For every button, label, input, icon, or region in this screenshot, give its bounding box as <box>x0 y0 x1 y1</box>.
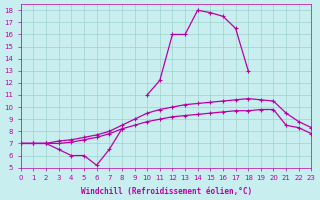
X-axis label: Windchill (Refroidissement éolien,°C): Windchill (Refroidissement éolien,°C) <box>81 187 252 196</box>
